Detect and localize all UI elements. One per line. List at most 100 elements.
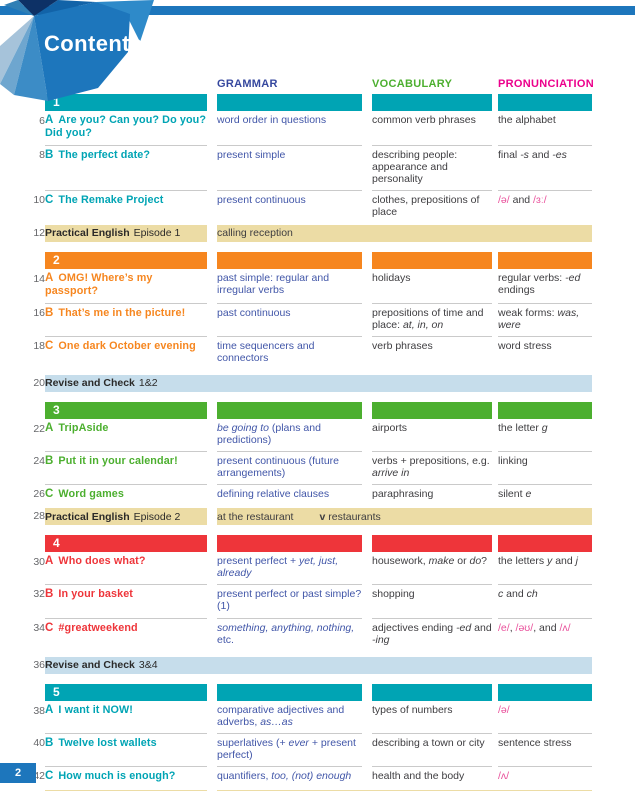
vocabulary-cell: paraphrasing xyxy=(372,484,492,506)
grammar-cell: past continuous xyxy=(217,302,362,336)
section-bar: 4 xyxy=(0,535,592,553)
section-number: 3 xyxy=(53,402,60,417)
practical-title: Practical English Episode 2 xyxy=(45,508,207,526)
vocabulary-cell: describing people: appearance and person… xyxy=(372,144,492,190)
grammar-cell: word order in questions xyxy=(217,114,327,126)
section-bar-title: 5 xyxy=(45,683,207,701)
page-number-cell: 34 xyxy=(33,621,45,634)
revise-check-row: 36 Revise and Check 3&4 xyxy=(0,651,592,674)
section-bar-vocabulary xyxy=(372,535,492,553)
revise-label: Revise and Check xyxy=(45,659,135,672)
lesson-title-text: How much is enough? xyxy=(58,769,176,782)
section-bar-vocabulary xyxy=(372,401,492,419)
lesson-title-text: TripAside xyxy=(58,421,109,434)
pronunciation-cell: sentence stress xyxy=(498,732,592,766)
column-header-vocabulary: VOCABULARY xyxy=(372,78,453,90)
page-number-cell: 38 xyxy=(33,704,45,717)
grammar-cell: time sequencers and connectors xyxy=(217,335,362,369)
section-bar-title: 3 xyxy=(45,401,207,419)
lesson-title: A Who does what? xyxy=(45,552,207,584)
section-bar-pronunciation xyxy=(498,683,592,701)
grammar-cell: present perfect + yet, just, already xyxy=(217,555,339,580)
lesson-title: A TripAside xyxy=(45,419,207,451)
grammar-cell: defining relative clauses xyxy=(217,484,362,506)
lesson-title-text: Are you? Can you? Do you? Did you? xyxy=(45,114,207,140)
grammar-cell: present continuous xyxy=(217,189,362,223)
grammar-cell: present simple xyxy=(217,144,362,190)
lesson-title: C Word games xyxy=(45,484,207,506)
section-bar-vocabulary xyxy=(372,251,492,269)
practical-content: at the restaurant v restaurants xyxy=(217,508,592,526)
lesson-letter: B xyxy=(45,588,54,601)
section-2: 2 14 A OMG! Where’s my passport? past simple… xyxy=(0,251,592,392)
section-bar: 3 xyxy=(0,401,592,419)
vocabulary-cell: describing a town or city xyxy=(372,732,492,766)
lesson-row: 30 A Who does what? present perfect + yet, … xyxy=(0,552,592,584)
column-header-pronunciation: PRONUNCIATION xyxy=(498,78,594,90)
lesson-title: C #greatweekend xyxy=(45,617,207,651)
page-number-cell: 32 xyxy=(33,588,45,601)
lesson-title: B The perfect date? xyxy=(45,144,207,190)
pronunciation-cell: linking xyxy=(498,450,592,484)
grammar-cell: be going to (plans and predictions) xyxy=(217,421,321,446)
section-bar-title: 1 xyxy=(45,94,207,111)
lesson-row: 14 A OMG! Where’s my passport? past simple:… xyxy=(0,269,592,303)
lesson-row: 24 B Put it in your calendar! present conti… xyxy=(0,450,592,484)
page-number-cell: 16 xyxy=(33,306,45,319)
section-bar-vocabulary xyxy=(372,94,492,111)
grammar-cell: comparative adjectives and adverbs, as…a… xyxy=(217,703,345,728)
vocabulary-cell: verb phrases xyxy=(372,335,492,369)
pronunciation-cell: word stress xyxy=(498,335,592,369)
lesson-letter: C xyxy=(45,193,54,206)
lesson-title: B Put it in your calendar! xyxy=(45,450,207,484)
lesson-letter: B xyxy=(45,306,54,319)
lesson-letter: C xyxy=(45,488,54,501)
section-bar-grammar xyxy=(217,683,362,701)
vocabulary-cell: common verb phrases xyxy=(372,114,476,126)
pronunciation-cell: the alphabet xyxy=(498,114,556,126)
lesson-title: C One dark October evening xyxy=(45,335,207,369)
lesson-row: 38 A I want it NOW! comparative adjectives … xyxy=(0,701,592,733)
practical-content: calling reception xyxy=(217,224,592,242)
section-bar-title: 2 xyxy=(45,251,207,269)
pronunciation-cell: the letter g xyxy=(498,421,548,434)
section-bar: 2 xyxy=(0,251,592,269)
vocabulary-cell: adjectives ending -ed and -ing xyxy=(372,617,492,651)
lesson-row: 16 B That’s me in the picture! past continu… xyxy=(0,302,592,336)
section-number: 4 xyxy=(53,536,60,551)
lesson-title: C How much is enough? xyxy=(45,765,207,788)
section-bar-pronunciation xyxy=(498,251,592,269)
practical-label: Practical English xyxy=(45,510,130,523)
pronunciation-cell: weak forms: was, were xyxy=(498,302,592,336)
lesson-title-text: Put it in your calendar! xyxy=(58,454,178,467)
vocabulary-cell: holidays xyxy=(372,271,411,284)
page-number-cell: 14 xyxy=(33,272,45,285)
page-number-cell: 12 xyxy=(33,226,45,239)
lesson-row: 26 C Word games defining relative clauses pa… xyxy=(0,484,592,506)
pronunciation-cell: c and ch xyxy=(498,584,592,617)
revise-bar: Revise and Check 3&4 xyxy=(45,656,592,674)
revise-units: 1&2 xyxy=(138,377,158,390)
pronunciation-cell: the letters y and j xyxy=(498,555,578,568)
section-5: 5 38 A I want it NOW! comparative adjectives… xyxy=(0,683,592,791)
pronunciation-cell: /ə/ and /ɜː/ xyxy=(498,189,592,223)
lesson-row: 42 C How much is enough? quantifiers, too, … xyxy=(0,765,592,788)
page-number-cell: 18 xyxy=(33,339,45,352)
footer-page-number: 2 xyxy=(0,763,36,783)
lesson-title-text: OMG! Where’s my passport? xyxy=(45,271,153,298)
page-number-cell: 20 xyxy=(33,376,45,389)
lesson-title-text: I want it NOW! xyxy=(58,703,133,716)
section-bar-pronunciation xyxy=(498,401,592,419)
vocabulary-cell: shopping xyxy=(372,584,492,617)
page-title: Contents xyxy=(44,31,143,56)
practical-grammar-text: calling reception xyxy=(217,227,293,240)
page-number-cell: 10 xyxy=(33,193,45,206)
section-bar: 1 xyxy=(0,94,592,111)
section-number: 1 xyxy=(53,95,60,109)
lesson-title: A Are you? Can you? Do you? Did you? xyxy=(45,111,207,145)
grammar-cell: past simple: regular and irregular verbs xyxy=(217,271,330,296)
section-bar-vocabulary xyxy=(372,683,492,701)
page-number-cell: 36 xyxy=(33,658,45,671)
lesson-row: 10 C The Remake Project present continuous c… xyxy=(0,189,592,223)
section-bar-grammar xyxy=(217,401,362,419)
